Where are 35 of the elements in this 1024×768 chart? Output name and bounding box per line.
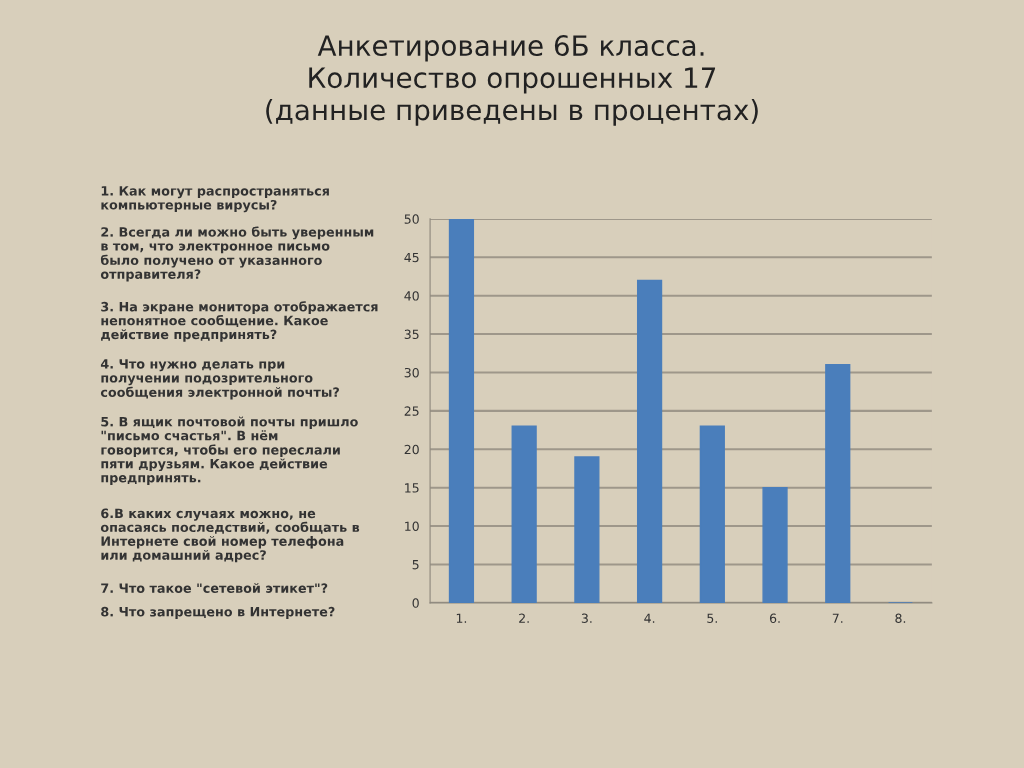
x-tick-label: 6. <box>769 613 780 623</box>
y-tick-label: 35 <box>404 329 419 340</box>
text: 2. Всегда ли можно быть уверенным в том, что электронное письмо было получено от указанного отправителя? <box>100 226 374 282</box>
y-tick-label: 20 <box>404 444 419 455</box>
x-tick-label: 5. <box>707 613 717 623</box>
text: 8. Что запрещено в Интернете? <box>101 606 335 620</box>
bar <box>825 364 851 603</box>
text: 1. Как могут распространяться компьютерные вирусы? <box>101 186 329 213</box>
x-tick-label: 8. <box>895 613 906 623</box>
bar <box>511 425 537 603</box>
x-tick-label: 3. <box>581 613 592 623</box>
y-tick-label: 25 <box>404 406 419 416</box>
x-tick-label: 4. <box>644 613 655 623</box>
bar <box>574 456 600 603</box>
y-tick-label: 5 <box>412 560 419 570</box>
x-tick-label: 7. <box>832 613 843 623</box>
y-tick-label: 0 <box>412 598 419 608</box>
bar <box>762 486 788 603</box>
x-tick-label: 1. <box>456 613 467 623</box>
y-tick-label: 40 <box>404 291 419 301</box>
text: 7. Что такое "сетевой этикет"? <box>101 583 328 593</box>
text: 3. На экране монитора отображается непонятное сообщение. Какое действие предпринять? <box>101 301 378 342</box>
text: 6.В каких случаях можно, не опасаясь последствий, сообщать в Интернете свой номер телефона или домашний адрес? <box>100 508 360 563</box>
x-tick-label: 2. <box>519 613 529 623</box>
y-tick-label: 30 <box>404 367 419 378</box>
text: 5. В ящик почтовой почты пришло "письмо счастья". В нём говорится, чтобы его переслали пяти друзьям. Какое действие предпринять. <box>101 416 358 485</box>
y-tick-label: 45 <box>404 252 419 263</box>
y-tick-label: 15 <box>405 483 419 493</box>
bar <box>448 218 475 603</box>
y-tick-label: 50 <box>404 214 419 224</box>
y-tick-label: 10 <box>405 521 419 532</box>
chart-title: Анкетирование 6Б класса. Количество опрошенных 17 (данные приведены в процентах) <box>266 35 758 126</box>
bar <box>636 279 663 603</box>
text: 4. Что нужно делать при получении подозрительного сообщения электронной почты? <box>100 359 339 400</box>
bar <box>699 425 725 603</box>
